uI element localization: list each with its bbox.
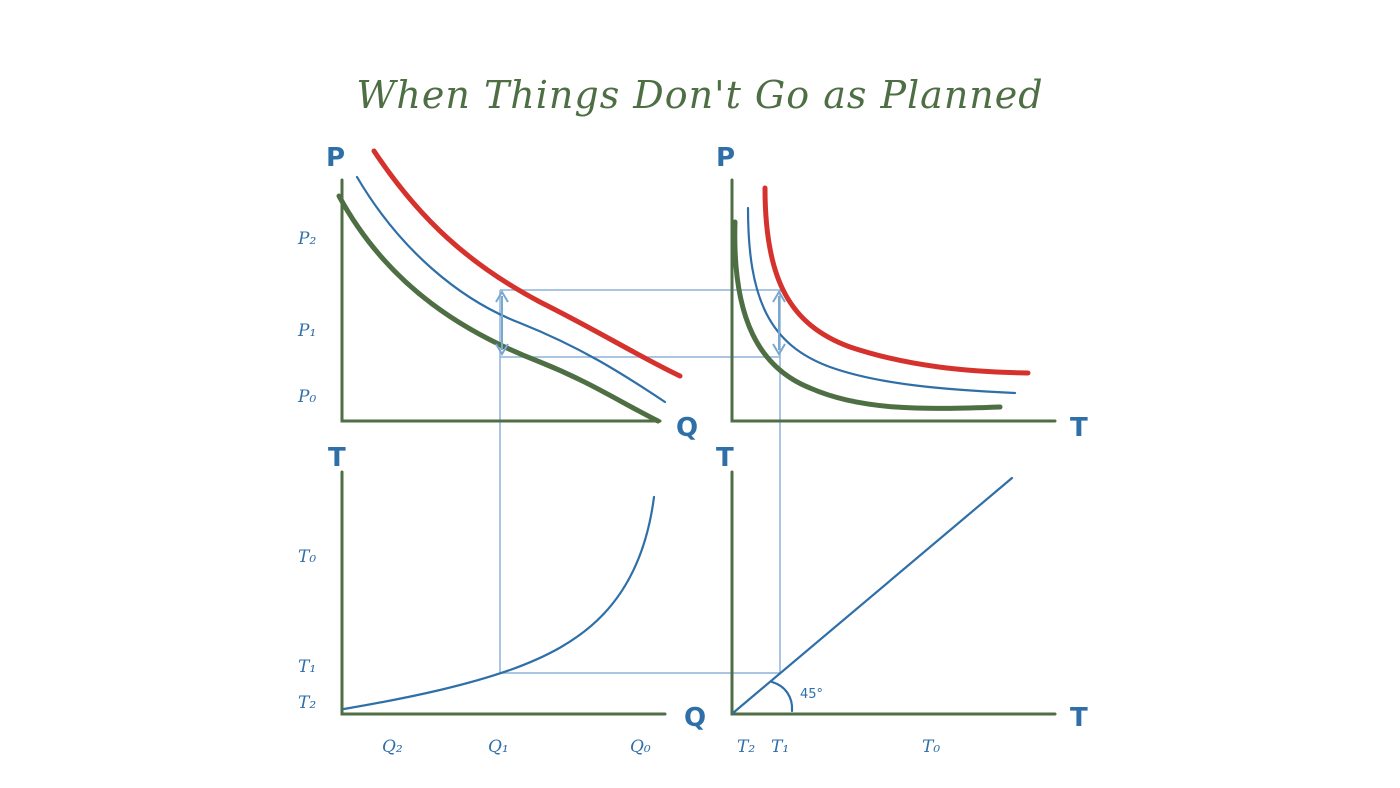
y-axis-label: T bbox=[328, 443, 346, 473]
shift-arrow bbox=[495, 290, 509, 356]
x-tick-q0: Q₀ bbox=[630, 737, 651, 757]
angle-label: 45° bbox=[800, 687, 823, 702]
y-axis bbox=[340, 470, 667, 716]
demand-curve-mid bbox=[355, 175, 667, 404]
shift-arrow-head-down bbox=[495, 343, 509, 356]
x-tick-t1: T₁ bbox=[771, 737, 789, 757]
curve-high bbox=[762, 185, 1031, 376]
panel-price-quantity: P Q P₂ P₁ P₀ bbox=[297, 143, 698, 443]
y-axis bbox=[340, 178, 662, 423]
x-axis-label: Q bbox=[684, 703, 706, 733]
y-axis-label: P bbox=[326, 143, 345, 173]
demand-curve-low bbox=[336, 193, 661, 424]
shift-arrow bbox=[772, 290, 786, 356]
projection-guides bbox=[499, 289, 781, 674]
x-axis-label: T bbox=[1070, 413, 1088, 443]
panel-price-time: P T bbox=[716, 143, 1088, 443]
x-tick-t0: T₀ bbox=[922, 737, 940, 757]
x-tick-q2: Q₂ bbox=[382, 737, 403, 757]
guide-p2-level bbox=[500, 289, 781, 673]
y-tick-t2: T₂ bbox=[298, 693, 316, 713]
y-tick-t1: T₁ bbox=[298, 657, 316, 677]
demand-curve-high bbox=[371, 148, 683, 379]
shift-arrow-head-down bbox=[772, 343, 786, 356]
panel-time-quantity: T Q T₀ T₁ T₂ Q₂ Q₁ Q₀ bbox=[298, 443, 706, 757]
shift-arrow-head-up bbox=[772, 290, 786, 303]
x-tick-q1: Q₁ bbox=[488, 737, 509, 757]
diagram-title: When Things Don't Go as Planned bbox=[356, 73, 1043, 117]
curve-low bbox=[732, 219, 1003, 411]
panel-time-time: T T T₂ T₁ T₀ 45° bbox=[716, 443, 1088, 757]
x-tick-t2: T₂ bbox=[737, 737, 755, 757]
x-axis-label: Q bbox=[676, 413, 698, 443]
y-tick-t0: T₀ bbox=[298, 547, 316, 567]
angle-arc bbox=[770, 680, 794, 713]
y-tick-p2: P₂ bbox=[297, 229, 316, 249]
curve-mid bbox=[746, 206, 1017, 395]
time-quantity-curve bbox=[342, 495, 656, 711]
y-tick-p0: P₀ bbox=[297, 387, 316, 407]
x-axis-label: T bbox=[1070, 703, 1088, 733]
y-axis bbox=[730, 178, 1057, 423]
y-axis bbox=[730, 470, 1057, 716]
forty-five-degree-line bbox=[731, 476, 1014, 715]
y-tick-p1: P₁ bbox=[297, 321, 316, 341]
shift-arrow-head-up bbox=[495, 290, 509, 303]
y-axis-label: P bbox=[716, 143, 735, 173]
y-axis-label: T bbox=[716, 443, 734, 473]
